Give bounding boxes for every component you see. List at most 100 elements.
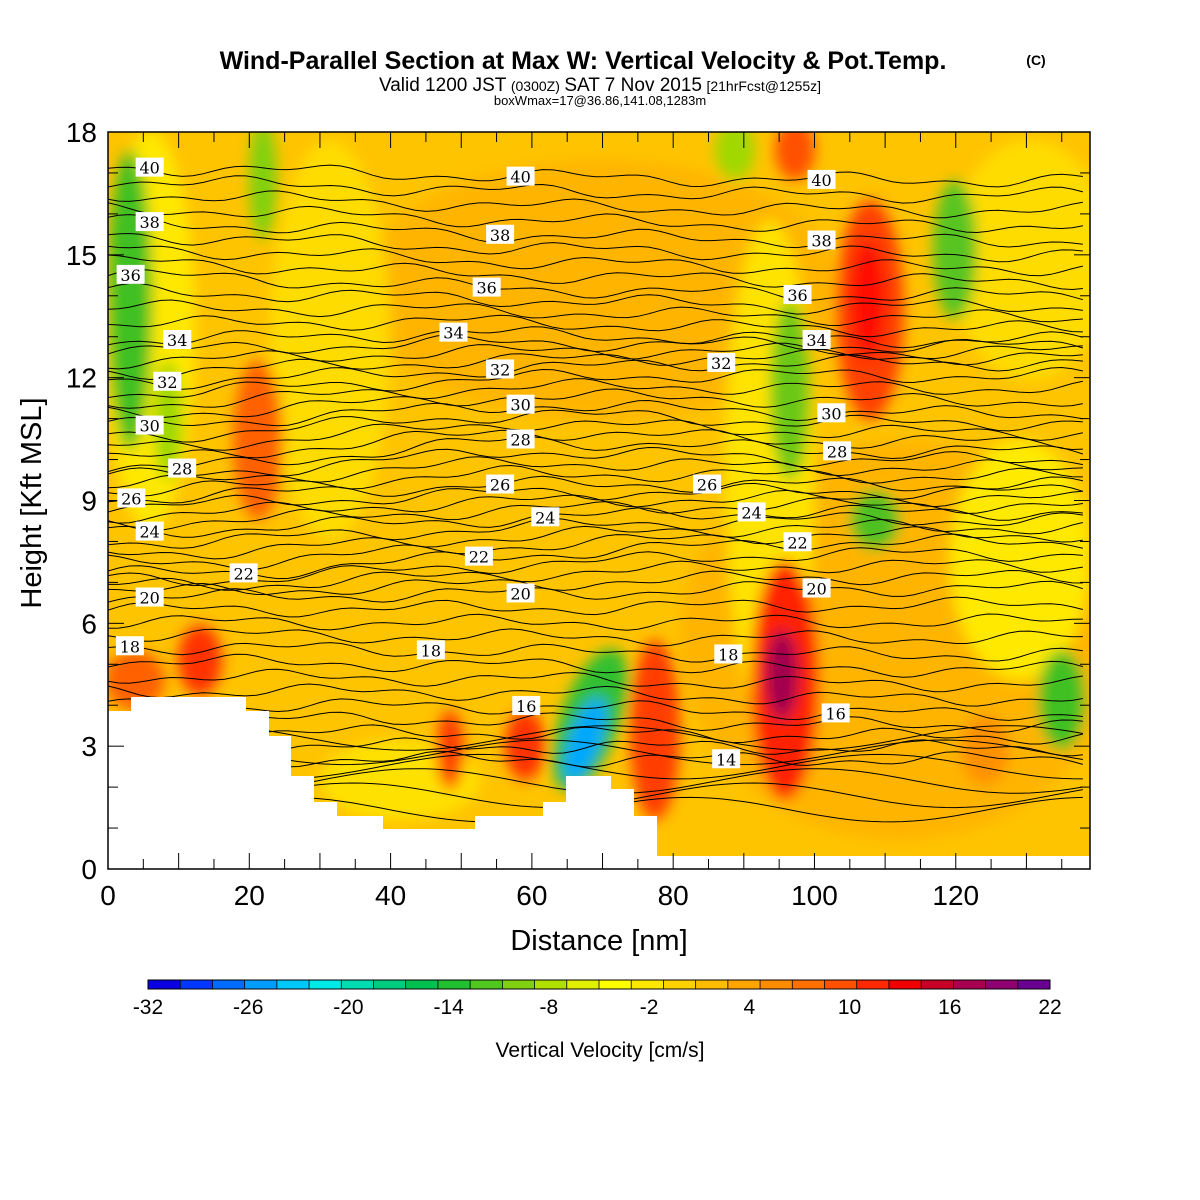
isentrope-label-text: 32 bbox=[490, 360, 510, 379]
x-tick-label: 20 bbox=[234, 880, 265, 911]
isentrope-line bbox=[108, 668, 1083, 693]
isentrope-label: 18 bbox=[416, 640, 445, 660]
isentrope-line bbox=[108, 299, 1083, 327]
colorbar-swatch bbox=[888, 980, 922, 989]
isentrope-line bbox=[108, 475, 1084, 504]
isentrope-line bbox=[108, 518, 1084, 560]
isentrope-line bbox=[108, 366, 1084, 398]
colorbar-swatch bbox=[695, 980, 729, 989]
isentrope-line bbox=[108, 456, 1083, 489]
colorbar-tick-label: -14 bbox=[433, 996, 464, 1019]
isentrope-line bbox=[108, 653, 1084, 678]
terrain-mask bbox=[108, 697, 1090, 869]
isentrope-label-bg bbox=[506, 583, 535, 603]
isentrope-line bbox=[108, 725, 1083, 751]
chart-title: Wind-Parallel Section at Max W: Vertical… bbox=[220, 47, 947, 75]
colorbar-label: Vertical Velocity [cm/s] bbox=[496, 1039, 705, 1062]
isentrope-label-text: 24 bbox=[741, 503, 761, 522]
isentrope-label-text: 34 bbox=[806, 331, 826, 350]
field-yellow-d bbox=[950, 440, 1090, 680]
isentrope-label-bg bbox=[817, 403, 846, 423]
colorbar-swatch bbox=[631, 980, 664, 989]
field-green-top bbox=[249, 132, 277, 240]
isentrope-label-bg bbox=[506, 394, 535, 414]
y-tick-label: 15 bbox=[66, 240, 97, 271]
isentrope-label-bg bbox=[821, 703, 850, 723]
isentrope-label-text: 26 bbox=[697, 476, 717, 495]
isentrope-label-bg bbox=[117, 488, 146, 508]
isentrope-label-text: 28 bbox=[172, 460, 192, 479]
isentrope-line bbox=[108, 254, 1083, 291]
colorbar-swatch bbox=[985, 980, 1019, 989]
colorbar-swatch bbox=[566, 980, 600, 989]
isentrope-label-bg bbox=[135, 415, 164, 435]
isentrope-label: 40 bbox=[506, 166, 535, 187]
isentrope-line bbox=[108, 214, 1083, 249]
isentrope-label-text: 18 bbox=[120, 637, 140, 656]
isentrope-label: 28 bbox=[168, 458, 197, 479]
colorbar-tick-label: -32 bbox=[133, 996, 163, 1019]
subtitle-date: SAT 7 Nov 2015 bbox=[564, 75, 702, 96]
colorbar-swatch bbox=[1017, 980, 1051, 989]
colorbar-tick-label: -26 bbox=[233, 996, 263, 1019]
isentrope-label-bg bbox=[135, 521, 164, 541]
isentrope-line bbox=[108, 642, 1083, 663]
colorbar-swatch bbox=[727, 980, 761, 989]
colorbar-swatch bbox=[148, 980, 181, 989]
isentrope-label-bg bbox=[807, 169, 836, 189]
y-tick-labels: 0 3 6 9 12 15 18 bbox=[66, 117, 97, 885]
isentrope-label: 20 bbox=[506, 583, 535, 603]
isentrope-label-bg bbox=[712, 749, 741, 769]
x-tick-label: 40 bbox=[375, 880, 406, 911]
isentrope-label: 36 bbox=[472, 277, 501, 298]
chart-subtitle: Valid 1200 JST (0300Z) SAT 7 Nov 2015 [2… bbox=[379, 75, 821, 96]
isentrope-label-text: 22 bbox=[787, 533, 807, 552]
isentrope-label: 26 bbox=[117, 488, 146, 508]
isentrope-label-text: 38 bbox=[490, 226, 510, 245]
isentrope-line bbox=[108, 268, 1084, 302]
isentrope-label-text: 40 bbox=[811, 171, 831, 190]
isentrope-label: 30 bbox=[135, 415, 164, 436]
colorbar-tick-label: -8 bbox=[540, 996, 559, 1019]
isentrope-label-bg bbox=[807, 230, 836, 250]
isentrope-label: 34 bbox=[163, 329, 192, 350]
isentrope-line bbox=[108, 526, 1083, 571]
isentrope-label-text: 14 bbox=[716, 750, 736, 769]
title-copyright-mark: (C) bbox=[1026, 52, 1045, 68]
isentrope-label-bg bbox=[783, 284, 812, 304]
isentrope-label: 26 bbox=[693, 474, 722, 495]
isentrope-line bbox=[108, 314, 1083, 338]
isentrope-label: 38 bbox=[486, 224, 515, 245]
isentrope-label-bg bbox=[802, 329, 831, 349]
isentrope-label-bg bbox=[163, 329, 192, 349]
isentrope-line bbox=[108, 326, 1084, 349]
isentrope-label: 18 bbox=[714, 644, 743, 664]
isentrope-lines bbox=[108, 164, 1084, 823]
isentrope-line bbox=[108, 613, 1083, 631]
isentrope-label: 20 bbox=[802, 578, 831, 599]
field-green-far bbox=[1038, 650, 1086, 750]
colorbar-swatch bbox=[663, 980, 697, 989]
x-tick-label: 100 bbox=[791, 880, 838, 911]
colorbar-swatch bbox=[953, 980, 987, 989]
isentrope-label-text: 26 bbox=[121, 489, 141, 508]
isentrope-line bbox=[108, 419, 1084, 451]
isentrope-label-bg bbox=[693, 474, 722, 494]
isentrope-label-text: 36 bbox=[787, 286, 807, 305]
isentrope-label: 32 bbox=[486, 359, 515, 379]
isentrope-label-text: 36 bbox=[120, 266, 140, 285]
isentrope-label-text: 34 bbox=[443, 324, 463, 343]
isentrope-line bbox=[108, 559, 1083, 591]
isentrope-label: 30 bbox=[506, 394, 535, 415]
isentrope-line bbox=[108, 596, 1084, 618]
field-green-right bbox=[933, 180, 977, 320]
isentrope-label: 34 bbox=[439, 322, 468, 343]
isentrope-label: 40 bbox=[135, 157, 164, 178]
colorbar-swatch bbox=[276, 980, 310, 989]
isentrope-label-text: 30 bbox=[140, 417, 160, 436]
isentrope-label-text: 38 bbox=[140, 213, 160, 232]
isentrope-line bbox=[108, 334, 1084, 355]
y-axis-label: Height [Kft MSL] bbox=[16, 397, 48, 608]
x-axis-label: Distance [nm] bbox=[510, 925, 687, 957]
